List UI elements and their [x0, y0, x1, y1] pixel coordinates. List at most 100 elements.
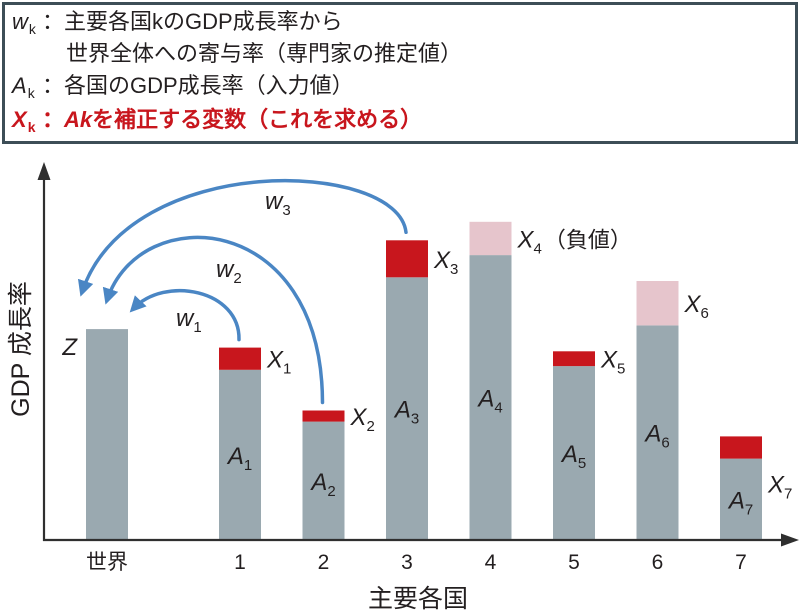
adjust-label-6: X6 [684, 291, 709, 322]
category-label-5: 5 [568, 551, 580, 574]
bar-label-2-subscript: 2 [327, 483, 335, 500]
adjust-label-5: X5 [600, 347, 625, 378]
x-axis-arrowhead [781, 533, 799, 547]
bar-base-2 [302, 421, 345, 540]
legend-item-w-continued: 世界全体への寄与率（専門家の推定値） [66, 41, 462, 67]
bar-label-3: A3 [393, 397, 419, 428]
legend-symbol-a-main: A [12, 73, 27, 98]
adjust-label-2: X2 [350, 404, 375, 435]
bar-adjust-negative-4 [469, 221, 512, 256]
category-label-1: 1 [234, 551, 246, 574]
legend-description-w-cont: 世界全体への寄与率（専門家の推定値） [66, 41, 463, 66]
bar-group-5: A5 X5 [553, 347, 625, 540]
bar-label-1-subscript: 1 [244, 457, 252, 474]
bar-label-5-subscript: 5 [578, 455, 586, 472]
category-label-0: 世界 [86, 551, 128, 574]
category-label-4: 4 [485, 551, 497, 574]
category-label-3: 3 [401, 551, 413, 574]
legend-symbol-w-main: w [12, 9, 28, 34]
weight-label-1-symbol: w [176, 305, 195, 332]
bar-group-2: A2 X2 [302, 404, 375, 540]
legend-description-x: を補正する変数（これを求める） [92, 107, 423, 132]
adjust-label-3: X3 [433, 247, 458, 278]
category-label-7: 7 [735, 551, 747, 574]
bar-label-1-symbol: A [226, 443, 244, 470]
legend-symbol-x-subscript: k [27, 119, 36, 135]
legend-term-ak: Ak [64, 107, 93, 132]
legend-item-x: Xk ：Akを補正する変数（これを求める） [12, 107, 422, 135]
adjust-label-5-subscript: 5 [617, 361, 625, 378]
adjust-label-7: X7 [767, 472, 792, 503]
weight-label-1-subscript: 1 [193, 319, 201, 336]
bar-label-6-subscript: 6 [661, 435, 669, 452]
adjust-label-1-symbol: X [266, 347, 284, 374]
bar-base-5 [553, 366, 595, 540]
weight-label-2-subscript: 2 [233, 270, 241, 287]
adjust-label-4-suffix: （負値） [544, 227, 632, 252]
bar-label-4-symbol: A [476, 386, 494, 413]
bar-adjust-positive-2 [302, 410, 345, 422]
legend-symbol-a-subscript: k [27, 85, 35, 101]
weight-label-3-symbol: w [265, 188, 284, 215]
adjust-label-4: X4（負値） [517, 226, 632, 257]
adjust-label-7-symbol: X [767, 472, 785, 499]
weight-arrow-3 [78, 178, 408, 297]
bar-base-1 [219, 369, 261, 540]
bar-label-6-symbol: A [643, 421, 661, 448]
bar-label-7-subscript: 7 [745, 501, 753, 518]
bar-label-4: A4 [476, 386, 502, 417]
adjust-label-4-symbol: X [517, 226, 535, 253]
axes: GDP 成長率 主要各国 [7, 162, 799, 613]
legend-colon-x: ： [42, 107, 65, 132]
bar-base-4 [469, 255, 512, 540]
adjust-label-6-subscript: 6 [701, 305, 709, 322]
bar-adjust-positive-5 [553, 351, 595, 367]
y-axis-arrowhead [37, 162, 51, 180]
legend-description-w: ：主要各国kのGDP成長率から [42, 9, 343, 34]
bar-label-2: A2 [309, 469, 335, 500]
bar-label-0-symbol: Z [61, 334, 78, 361]
adjust-label-3-symbol: X [433, 247, 451, 274]
bar-base-0 [86, 329, 128, 540]
weight-label-2-symbol: w [216, 256, 235, 283]
weight-arrow-2 [102, 235, 325, 405]
adjust-label-6-symbol: X [684, 291, 702, 318]
bar-adjust-positive-3 [386, 240, 428, 278]
weight-arrow-1 [129, 288, 241, 342]
x-axis-label: 主要各国 [368, 585, 468, 613]
category-label-2: 2 [318, 551, 330, 574]
bar-label-0: Z [61, 334, 78, 361]
adjust-label-1: X1 [266, 347, 291, 378]
category-label-6: 6 [652, 551, 664, 574]
adjust-label-4-subscript: 4 [534, 240, 542, 257]
bar-base-3 [386, 277, 428, 540]
legend-symbol-x-main: X [12, 107, 27, 132]
bar-adjust-positive-1 [219, 347, 261, 370]
weight-label-1: w1 [176, 305, 202, 336]
legend-item-a: Ak ：各国のGDP成長率（入力値） [12, 73, 354, 101]
bar-label-5: A5 [560, 441, 586, 472]
bar-base-7 [720, 458, 762, 540]
adjust-label-7-subscript: 7 [784, 486, 792, 503]
legend-item-w: wk ：主要各国kのGDP成長率から [12, 9, 343, 37]
bar-label-7-symbol: A [727, 487, 745, 514]
weight-label-3-subscript: 3 [282, 202, 290, 219]
bar-label-6: A6 [643, 421, 669, 452]
weight-label-2: w2 [216, 256, 242, 287]
y-axis-label: GDP 成長率 [7, 281, 35, 417]
legend-box: wk ：主要各国kのGDP成長率から 世界全体への寄与率（専門家の推定値） Ak：… [2, 2, 798, 144]
bar-adjust-negative-6 [636, 281, 679, 326]
bar-label-7: A7 [727, 487, 753, 518]
bar-label-3-symbol: A [393, 397, 411, 424]
bar-adjust-positive-7 [720, 436, 762, 459]
legend-description-a: ：各国のGDP成長率（入力値） [42, 73, 354, 98]
adjust-label-2-subscript: 2 [367, 418, 375, 435]
bar-label-4-subscript: 4 [494, 400, 502, 417]
bar-label-3-subscript: 3 [411, 411, 419, 428]
bar-group-0: Z [61, 329, 128, 540]
